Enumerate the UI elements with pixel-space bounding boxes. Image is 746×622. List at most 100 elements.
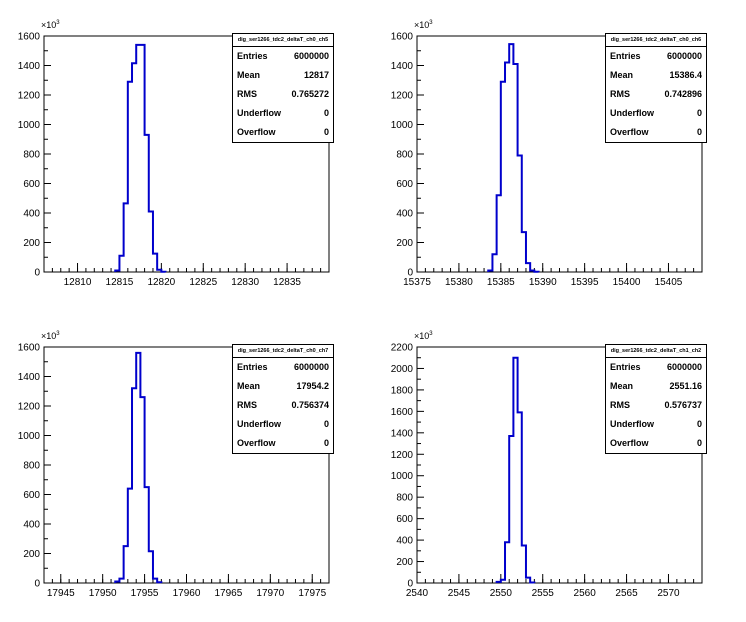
y-tick-label: 1800 — [391, 385, 414, 396]
histogram-panel-ch0-ch6: 0 200 400 600 800 1000 1200 1400 1600 15375 15380 1… — [373, 0, 746, 311]
x-tick-label: 17960 — [173, 588, 201, 599]
y-tick-label: 1600 — [18, 343, 41, 354]
x-tick-label: 2550 — [490, 588, 513, 599]
x-tick-label: 2560 — [574, 588, 597, 599]
stats-row-underflow: Underflow 0 — [610, 419, 702, 429]
stats-box: dig_ser1266_tdc2_deltaT_ch0_ch6 Entries 6… — [605, 33, 707, 143]
stats-row-overflow: Overflow 0 — [610, 438, 702, 448]
histogram-series — [114, 43, 167, 273]
stats-row-underflow: Underflow 0 — [610, 108, 702, 118]
y-tick-label: 600 — [396, 179, 413, 190]
x-tick-label: 12825 — [189, 277, 217, 288]
x-tick-label: 17975 — [298, 588, 326, 599]
histogram-panel-ch1-ch2: 0 200 400 600 800 1000 1200 1400 1600 1800 2000 220… — [373, 311, 746, 622]
x-tick-label: 15395 — [571, 277, 599, 288]
y-tick-label: 1600 — [391, 407, 414, 418]
y-tick-label: 1400 — [18, 372, 41, 383]
x-tick-label: 15390 — [529, 277, 557, 288]
stats-row-rms: RMS 0.576737 — [610, 400, 702, 410]
y-tick-label: 800 — [23, 150, 40, 161]
y-tick-label: 2000 — [391, 364, 414, 375]
x-tick-label: 15400 — [613, 277, 641, 288]
stats-row-overflow: Overflow 0 — [610, 127, 702, 137]
x-tick-label: 2540 — [406, 588, 429, 599]
histogram-series — [114, 351, 163, 584]
histogram-plot: 0 200 400 600 800 1000 1200 1400 1600 17945 17950 1… — [18, 343, 330, 599]
x-tick-label: 17945 — [47, 588, 75, 599]
y-tick-label: 1000 — [391, 120, 414, 131]
x-tick-label: 15385 — [487, 277, 515, 288]
x-tick-label: 2570 — [657, 588, 680, 599]
y-tick-label: 600 — [23, 179, 40, 190]
y-tick-label: 1000 — [18, 431, 41, 442]
stats-row-mean: Mean 15386.4 — [610, 70, 702, 80]
y-exponent-label: ×103 — [414, 331, 433, 341]
x-tick-label: 17965 — [215, 588, 243, 599]
y-tick-label: 200 — [396, 557, 413, 568]
stats-row-overflow: Overflow 0 — [237, 438, 329, 448]
y-tick-label: 0 — [34, 579, 40, 590]
y-tick-label: 2200 — [391, 343, 414, 354]
y-exponent-label: ×103 — [41, 331, 60, 341]
stats-title: dig_ser1266_tdc2_deltaT_ch0_ch6 — [606, 34, 706, 47]
y-tick-label: 1400 — [391, 428, 414, 439]
y-tick-label: 1000 — [18, 120, 41, 131]
histogram-bin — [136, 45, 140, 272]
stats-row-underflow: Underflow 0 — [237, 108, 329, 118]
stats-row-mean: Mean 2551.16 — [610, 381, 702, 391]
x-tick-label: 2555 — [532, 588, 555, 599]
stats-row-entries: Entries 6000000 — [610, 362, 702, 372]
y-tick-label: 600 — [23, 490, 40, 501]
histogram-plot: 0 200 400 600 800 1000 1200 1400 1600 1800 2000 220… — [391, 343, 703, 599]
x-tick-label: 2545 — [448, 588, 471, 599]
x-tick-label: 12815 — [106, 277, 134, 288]
y-tick-label: 800 — [396, 493, 413, 504]
histogram-series — [487, 43, 540, 273]
x-tick-label: 15375 — [403, 277, 431, 288]
x-tick-label: 12810 — [64, 277, 92, 288]
y-tick-label: 200 — [23, 549, 40, 560]
stats-row-rms: RMS 0.765272 — [237, 89, 329, 99]
stats-title: dig_ser1266_tdc2_deltaT_ch0_ch7 — [233, 345, 333, 358]
y-tick-label: 1400 — [391, 61, 414, 72]
stats-box: dig_ser1266_tdc2_deltaT_ch1_ch2 Entries 6… — [605, 344, 707, 454]
x-tick-label: 15405 — [655, 277, 683, 288]
stats-title: dig_ser1266_tdc2_deltaT_ch1_ch2 — [606, 345, 706, 358]
y-tick-label: 400 — [396, 209, 413, 220]
y-tick-label: 0 — [407, 579, 413, 590]
x-tick-label: 15380 — [445, 277, 473, 288]
histogram-panel-ch0-ch5: 0 200 400 600 800 1000 1200 1400 1600 12810 12815 1… — [0, 0, 373, 311]
stats-row-underflow: Underflow 0 — [237, 419, 329, 429]
y-tick-label: 400 — [23, 209, 40, 220]
stats-row-rms: RMS 0.742896 — [610, 89, 702, 99]
stats-row-entries: Entries 6000000 — [610, 51, 702, 61]
y-tick-label: 1400 — [18, 61, 41, 72]
y-tick-label: 200 — [23, 238, 40, 249]
y-tick-label: 200 — [396, 238, 413, 249]
histogram-bin — [509, 44, 513, 272]
y-tick-label: 800 — [23, 461, 40, 472]
stats-row-overflow: Overflow 0 — [237, 127, 329, 137]
y-tick-label: 1600 — [391, 32, 414, 43]
x-tick-label: 17970 — [256, 588, 284, 599]
stats-row-entries: Entries 6000000 — [237, 51, 329, 61]
x-tick-label: 17950 — [89, 588, 117, 599]
stats-box: dig_ser1266_tdc2_deltaT_ch0_ch5 Entries 6… — [232, 33, 334, 143]
histogram-plot: 0 200 400 600 800 1000 1200 1400 1600 12810 12815 1… — [18, 32, 330, 288]
y-tick-label: 400 — [23, 520, 40, 531]
x-tick-label: 12820 — [147, 277, 175, 288]
y-tick-label: 800 — [396, 150, 413, 161]
y-tick-label: 1200 — [18, 91, 41, 102]
stats-row-rms: RMS 0.756374 — [237, 400, 329, 410]
histogram-bin — [132, 63, 136, 272]
y-tick-label: 1200 — [18, 402, 41, 413]
histogram-bin — [505, 63, 509, 272]
y-exponent-label: ×103 — [41, 20, 60, 30]
y-tick-label: 600 — [396, 514, 413, 525]
x-tick-label: 2565 — [615, 588, 638, 599]
x-tick-label: 17955 — [131, 588, 159, 599]
histogram-series — [495, 356, 536, 584]
x-tick-label: 12830 — [231, 277, 259, 288]
y-tick-label: 1200 — [391, 91, 414, 102]
y-tick-label: 0 — [407, 268, 413, 279]
